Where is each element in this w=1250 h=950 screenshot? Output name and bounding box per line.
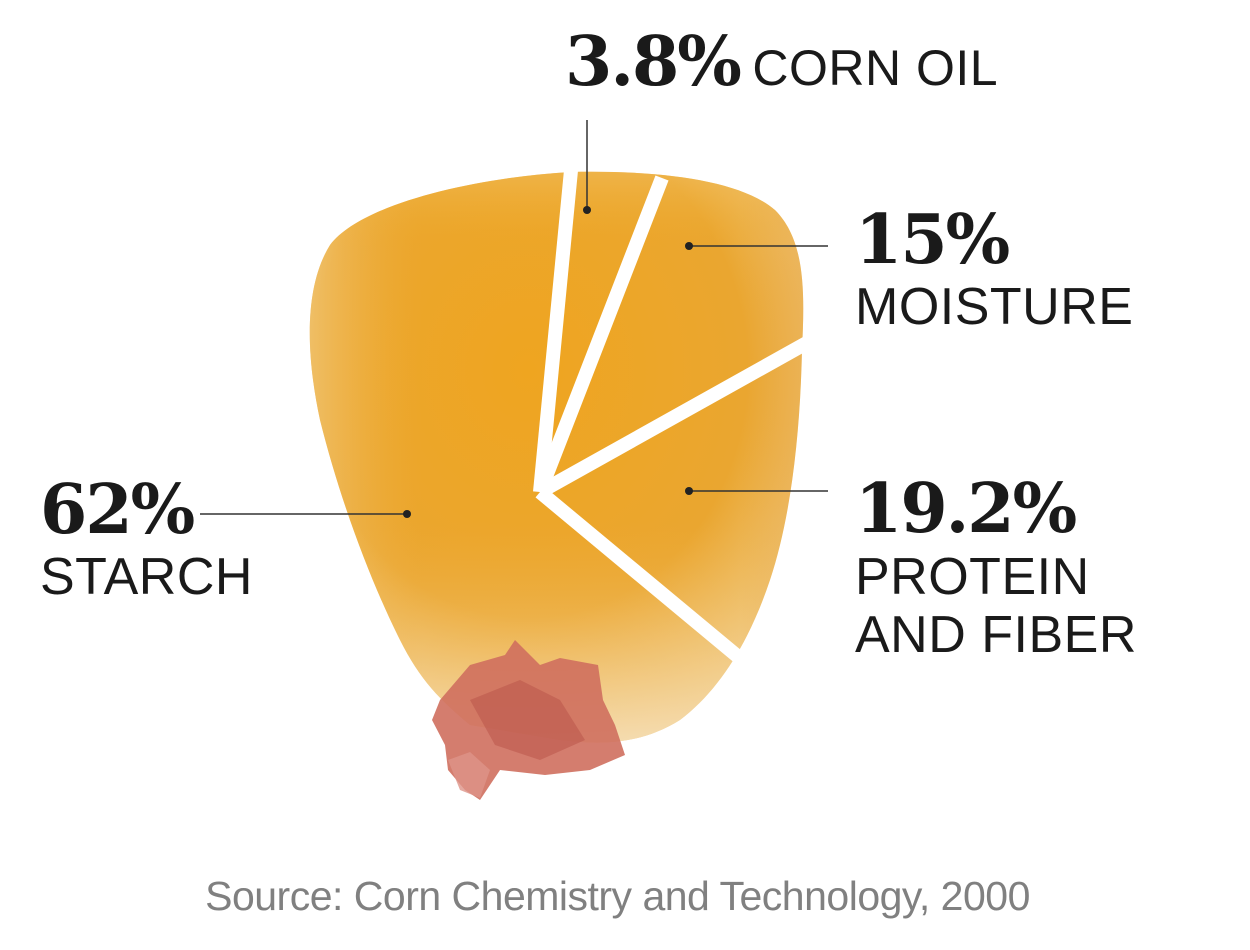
dot-starch [403,510,411,518]
label-protein-fiber: 19.2% PROTEIN AND FIBER [855,470,1137,664]
source-caption: Source: Corn Chemistry and Technology, 2… [205,873,1030,919]
leader-lines [200,120,828,515]
label-protein-pct: 19.2% [855,469,1077,549]
divider-oil-moisture [533,175,669,495]
pie-dividers [533,159,816,666]
label-protein-name-1: PROTEIN [855,548,1090,606]
dot-protein [685,487,693,495]
divider-moisture-protein [536,333,816,499]
label-moisture: 15% MOISTURE [855,202,1133,336]
label-moisture-name: MOISTURE [855,278,1134,336]
label-starch-name: STARCH [40,548,253,606]
divider-oil-left [533,159,579,493]
label-protein-name-2: AND FIBER [855,606,1137,664]
kernel-germ [432,640,625,800]
dot-moisture [685,242,693,250]
label-starch-pct: 62% [40,470,195,550]
label-corn-oil-pct: 3.8% [565,22,742,102]
label-moisture-pct: 15% [855,200,1010,280]
label-starch: 62% STARCH [40,472,253,606]
label-corn-oil: 3.8% CORN OIL [565,22,998,102]
dot-oil [583,206,591,214]
label-corn-oil-name: CORN OIL [752,40,999,96]
divider-protein-starch [535,486,747,666]
